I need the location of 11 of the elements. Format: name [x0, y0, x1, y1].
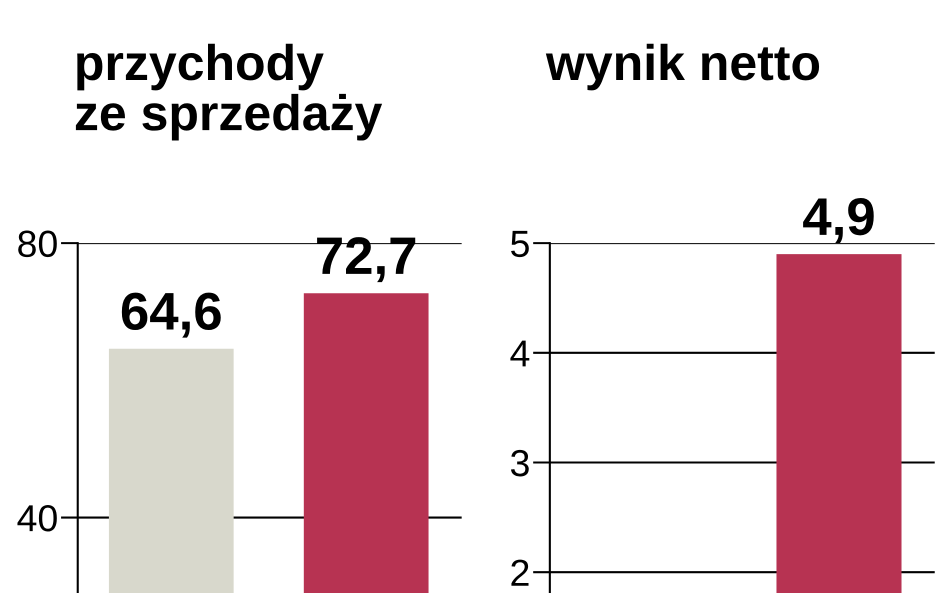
chart-title: wynik netto	[546, 44, 820, 90]
data-label: 4,9	[803, 198, 874, 243]
data-label: 72,7	[317, 237, 416, 282]
data-label: 64,6	[122, 292, 221, 338]
y-tick-label: 2	[511, 560, 529, 586]
y-tick-label: 5	[511, 230, 529, 258]
y-tick-label: 4	[510, 340, 530, 366]
chart-title: przychody ze sprzedaży	[76, 44, 382, 141]
y-tick-label: 3	[510, 450, 529, 476]
y-tick-label: 40	[17, 504, 57, 532]
y-tick-label: 80	[18, 230, 57, 258]
